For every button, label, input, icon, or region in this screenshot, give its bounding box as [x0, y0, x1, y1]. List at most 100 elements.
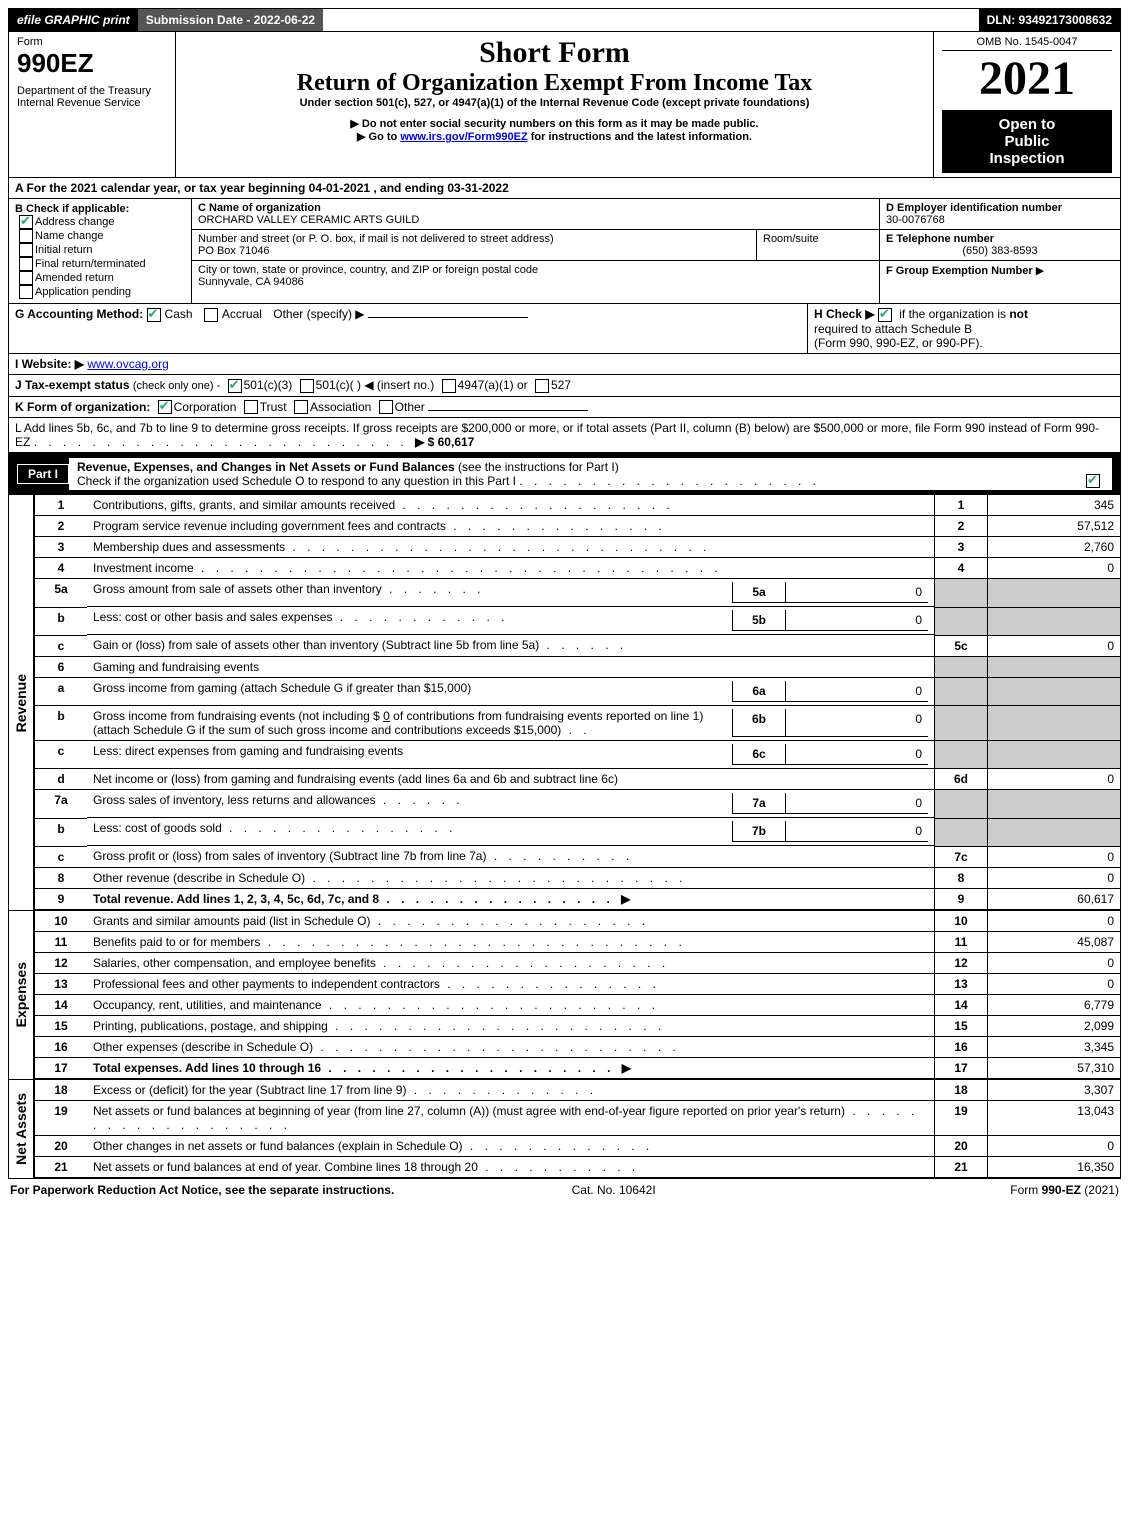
dept-line2: Internal Revenue Service	[17, 97, 167, 109]
checkbox-application-pending[interactable]	[19, 285, 33, 299]
checkbox-address-change[interactable]	[19, 215, 33, 229]
submission-date: Submission Date - 2022-06-22	[138, 9, 323, 31]
line-10-col: 10	[935, 911, 988, 932]
line-1-num: 1	[35, 495, 88, 516]
line-14-num: 14	[35, 994, 88, 1015]
line-2-text: Program service revenue including govern…	[87, 516, 935, 537]
line-7b-num: b	[35, 818, 88, 846]
line-h-post: if the organization is	[899, 307, 1009, 321]
line-5b-col	[935, 607, 988, 635]
line-3-text: Membership dues and assessments . . . . …	[87, 537, 935, 558]
line-4-col: 4	[935, 558, 988, 579]
checkbox-501c[interactable]	[300, 379, 314, 393]
title-shortform: Short Form	[184, 36, 925, 70]
line-12-text: Salaries, other compensation, and employ…	[87, 952, 935, 973]
irs-link[interactable]: www.irs.gov/Form990EZ	[400, 131, 527, 143]
line-7a-num: 7a	[35, 790, 88, 819]
checkbox-trust[interactable]	[244, 400, 258, 414]
line-16-num: 16	[35, 1036, 88, 1057]
footer-right-pre: Form	[1010, 1183, 1041, 1197]
line-9-col: 9	[935, 888, 988, 909]
box-f-label: F Group Exemption Number	[886, 265, 1033, 277]
org-name: ORCHARD VALLEY CERAMIC ARTS GUILD	[198, 214, 873, 226]
line-13-num: 13	[35, 973, 88, 994]
label-501c: 501(c)( ) ◀ (insert no.)	[316, 378, 435, 392]
checkbox-initial-return[interactable]	[19, 243, 33, 257]
line-7a-amt	[988, 790, 1121, 819]
checkbox-4947[interactable]	[442, 379, 456, 393]
checkbox-schedule-o-part1[interactable]	[1086, 474, 1100, 488]
line-18-col: 18	[935, 1080, 988, 1101]
other-org-input[interactable]	[428, 410, 588, 411]
line-18-num: 18	[35, 1080, 88, 1101]
line-k-label: K Form of organization:	[15, 400, 150, 414]
netassets-section: Net Assets 18Excess or (deficit) for the…	[8, 1079, 1121, 1179]
checkbox-accrual[interactable]	[204, 308, 218, 322]
line-5b-sublabel: 5b	[732, 610, 785, 631]
line-6a-num: a	[35, 677, 88, 706]
checkbox-501c3[interactable]	[228, 379, 242, 393]
addr-label: Number and street (or P. O. box, if mail…	[198, 233, 750, 245]
checkbox-corporation[interactable]	[158, 400, 172, 414]
label-initial-return: Initial return	[35, 244, 92, 256]
tax-year: 2021	[942, 51, 1112, 106]
website-link[interactable]: www.ovcag.org	[87, 357, 168, 371]
line-h-not: not	[1009, 307, 1028, 321]
label-association: Association	[310, 400, 371, 414]
line-j-label: J Tax-exempt status	[15, 378, 130, 392]
part-1-label: Part I	[17, 464, 69, 484]
goto-pre: ▶ Go to	[357, 131, 400, 143]
line-6c-subamt: 0	[785, 744, 928, 765]
line-5c-text: Gain or (loss) from sale of assets other…	[87, 635, 935, 656]
line-7c-col: 7c	[935, 846, 988, 867]
line-g-label: G Accounting Method:	[15, 307, 143, 321]
checkbox-final-return[interactable]	[19, 257, 33, 271]
line-7b-subamt: 0	[785, 821, 928, 842]
line-h-line3: (Form 990, 990-EZ, or 990-PF).	[814, 336, 1114, 350]
addr-value: PO Box 71046	[198, 245, 750, 257]
dept-line1: Department of the Treasury	[17, 85, 167, 97]
dln: DLN: 93492173008632	[979, 9, 1120, 31]
line-17-col: 17	[935, 1057, 988, 1078]
line-9-amt: 60,617	[988, 888, 1121, 909]
line-6b-sublabel: 6b	[732, 709, 785, 737]
line-6d-num: d	[35, 769, 88, 790]
checkbox-name-change[interactable]	[19, 229, 33, 243]
revenue-section: Revenue 1Contributions, gifts, grants, a…	[8, 495, 1121, 910]
line-17-amt: 57,310	[988, 1057, 1121, 1078]
label-cash: Cash	[165, 307, 193, 321]
line-4-num: 4	[35, 558, 88, 579]
checkbox-amended-return[interactable]	[19, 271, 33, 285]
other-method-input[interactable]	[368, 317, 528, 318]
line-9-text: Total revenue. Add lines 1, 2, 3, 4, 5c,…	[87, 888, 935, 909]
line-18-text: Excess or (deficit) for the year (Subtra…	[87, 1080, 935, 1101]
line-10-amt: 0	[988, 911, 1121, 932]
line-13-amt: 0	[988, 973, 1121, 994]
checkbox-other-org[interactable]	[379, 400, 393, 414]
row-g-h: G Accounting Method: Cash Accrual Other …	[8, 304, 1121, 354]
line-17-text: Total expenses. Add lines 10 through 16 …	[87, 1057, 935, 1078]
checkbox-cash[interactable]	[147, 308, 161, 322]
footer-right: Form 990-EZ (2021)	[1010, 1183, 1119, 1197]
line-5a-col	[935, 579, 988, 608]
line-6d-col: 6d	[935, 769, 988, 790]
line-5a-text: Gross amount from sale of assets other t…	[87, 579, 934, 607]
efile-label[interactable]: efile GRAPHIC print	[9, 9, 138, 31]
line-13-text: Professional fees and other payments to …	[87, 973, 935, 994]
line-9-num: 9	[35, 888, 88, 909]
line-7c-num: c	[35, 846, 88, 867]
line-6b-subamt: 0	[785, 709, 928, 737]
under-section: Under section 501(c), 527, or 4947(a)(1)…	[184, 97, 925, 109]
box-b-header: B Check if applicable:	[15, 203, 185, 215]
checkbox-schedule-b[interactable]	[878, 308, 892, 322]
checkbox-association[interactable]	[294, 400, 308, 414]
line-11-text: Benefits paid to or for members . . . . …	[87, 931, 935, 952]
line-19-num: 19	[35, 1100, 88, 1135]
line-5a-subamt: 0	[785, 582, 928, 603]
line-19-amt: 13,043	[988, 1100, 1121, 1135]
checkbox-527[interactable]	[535, 379, 549, 393]
line-14-col: 14	[935, 994, 988, 1015]
part-1-header: Part I Revenue, Expenses, and Changes in…	[8, 453, 1121, 495]
line-6b-amount-inline: 0	[383, 709, 390, 723]
line-6c-col	[935, 741, 988, 769]
